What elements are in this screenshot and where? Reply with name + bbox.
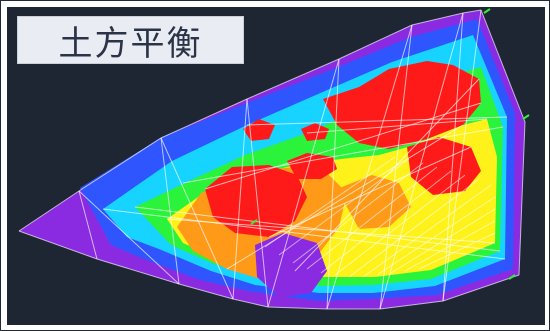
earthwork-contour-map xyxy=(18,8,530,310)
cad-viewport[interactable]: 土方平衡 xyxy=(7,7,545,325)
purple-pocket xyxy=(255,233,327,297)
mesh-icon xyxy=(264,156,496,278)
green-marker-icon xyxy=(250,8,530,280)
page-title: 土方平衡 xyxy=(58,23,203,64)
red-zone-top xyxy=(323,61,481,149)
title-banner: 土方平衡 xyxy=(17,16,244,64)
